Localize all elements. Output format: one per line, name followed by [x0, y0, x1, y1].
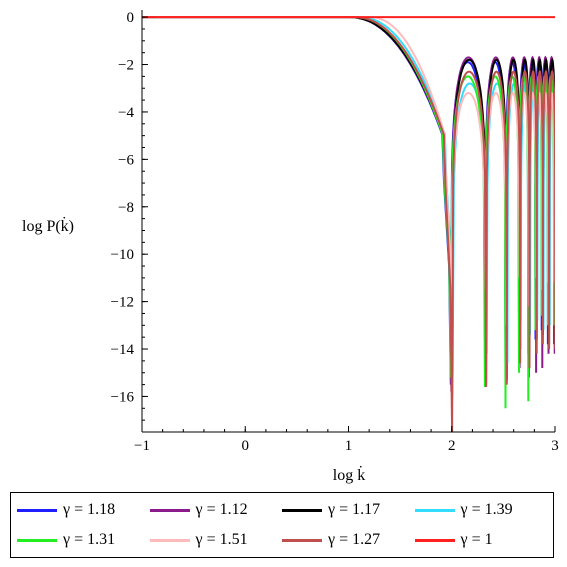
series-line — [142, 16, 555, 373]
y-tick-label: −2 — [118, 58, 134, 74]
y-tick-label: −14 — [111, 342, 135, 358]
legend-item: γ = 1.27 — [282, 525, 415, 555]
legend-swatch — [149, 538, 190, 542]
legend-swatch — [17, 508, 57, 512]
legend-label: γ = 1.12 — [195, 501, 248, 518]
legend-label: γ = 1.31 — [63, 531, 116, 548]
legend-label: γ = 1.18 — [63, 501, 116, 518]
y-tick-label: −6 — [118, 152, 134, 168]
chart: −1 0 1 2 30−2−4−6−8−10−12−14−16 log k̇ log P… — [22, 10, 559, 484]
legend-label: γ = 1.39 — [460, 501, 513, 518]
y-tick-label: −16 — [111, 389, 135, 405]
legend-label: γ = 1.51 — [195, 531, 248, 548]
legend-swatch — [149, 508, 190, 512]
x-tick-label: 2 — [448, 438, 456, 454]
legend-item: γ = 1.39 — [414, 495, 548, 525]
legend-item: γ = 1.51 — [149, 525, 283, 555]
series-line — [142, 16, 555, 392]
legend-swatch — [282, 538, 322, 542]
legend-label: γ = 1 — [460, 531, 493, 548]
series-line — [142, 16, 555, 432]
legend-item: γ = 1 — [414, 525, 548, 555]
legend-label: γ = 1.17 — [328, 501, 381, 518]
x-tick-label: −1 — [134, 438, 150, 454]
x-tick-label: 3 — [551, 438, 559, 454]
legend-swatch — [17, 538, 57, 542]
y-tick-label: −10 — [111, 247, 134, 263]
legend-item: γ = 1.31 — [17, 525, 150, 555]
legend-item: γ = 1.12 — [149, 495, 283, 525]
legend-swatch — [414, 508, 455, 512]
legend-item: γ = 1.18 — [17, 495, 150, 525]
axes: −1 0 1 2 30−2−4−6−8−10−12−14−16 — [111, 10, 559, 454]
legend-swatch — [282, 508, 322, 512]
x-axis-label: log k̇ — [333, 465, 365, 484]
x-tick-label: 0 — [242, 438, 250, 454]
legend-swatch — [414, 538, 455, 542]
y-axis-label: log P(k̇) — [22, 216, 74, 235]
y-tick-label: −4 — [118, 105, 134, 121]
legend-label: γ = 1.27 — [328, 531, 381, 548]
x-tick-label: 1 — [345, 438, 353, 454]
plot-area — [142, 16, 555, 432]
legend-item: γ = 1.17 — [282, 495, 415, 525]
y-tick-label: 0 — [127, 10, 135, 26]
y-tick-label: −12 — [111, 295, 134, 311]
y-tick-label: −8 — [118, 200, 134, 216]
legend: γ = 1.18 γ = 1.12 γ = 1.17 γ = 1.39 γ = 1.31… — [10, 492, 554, 558]
